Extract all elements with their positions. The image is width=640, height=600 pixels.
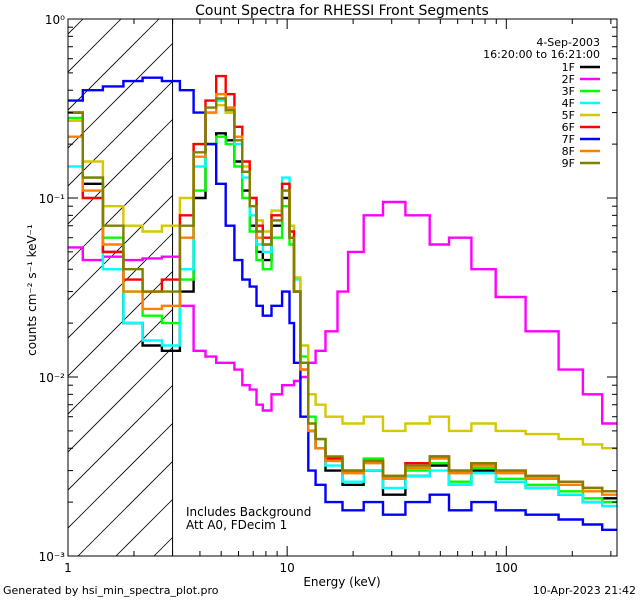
axes: 1 10 100 10⁰ 10⁻¹ 10⁻² 10⁻³ <box>39 13 617 575</box>
series-9F <box>68 97 617 493</box>
annotation-background: Includes Background <box>186 505 311 519</box>
legend-label-5F: 5F <box>562 109 575 122</box>
date-label: 4-Sep-2003 <box>536 36 600 49</box>
legend-label-7F: 7F <box>562 133 575 146</box>
y-tick-label: 10⁻² <box>39 371 66 385</box>
series-7F <box>68 76 617 531</box>
legend-label-8F: 8F <box>562 145 575 158</box>
x-tick-label: 1 <box>64 561 72 575</box>
footer-timestamp: 10-Apr-2023 21:42 <box>533 584 636 597</box>
hatch-line <box>68 19 236 187</box>
chart-title: Count Spectra for RHESSI Front Segments <box>195 3 489 19</box>
hatched-region <box>68 19 617 556</box>
y-tick-label: 10⁻³ <box>39 550 66 564</box>
x-tick-label: 100 <box>495 561 518 575</box>
legend-label-9F: 9F <box>562 157 575 170</box>
x-tick-label: 10 <box>280 561 295 575</box>
hatch-mask <box>172 19 617 556</box>
x-axis-label: Energy (keV) <box>303 575 380 589</box>
annotation-attenuator: Att A0, FDecim 1 <box>186 518 287 532</box>
legend-label-2F: 2F <box>562 73 575 86</box>
hatch-line <box>68 19 122 73</box>
hatch-line <box>68 19 198 149</box>
y-tick-label: 10⁰ <box>45 13 65 27</box>
legend-label-4F: 4F <box>562 97 575 110</box>
y-tick-label: 10⁻¹ <box>39 192 66 206</box>
y-axis-label: counts cm⁻² s⁻¹ keV⁻¹ <box>25 224 39 356</box>
legend-label-3F: 3F <box>562 85 575 98</box>
footer-generated-by: Generated by hsi_min_spectra_plot.pro <box>3 584 219 597</box>
series-layer <box>68 74 617 531</box>
time-range-label: 16:20:00 to 16:21:00 <box>483 48 600 61</box>
legend-label-6F: 6F <box>562 121 575 134</box>
legend-label-1F: 1F <box>562 61 575 74</box>
hatch-line <box>68 19 160 111</box>
plot-frame <box>67 18 618 557</box>
